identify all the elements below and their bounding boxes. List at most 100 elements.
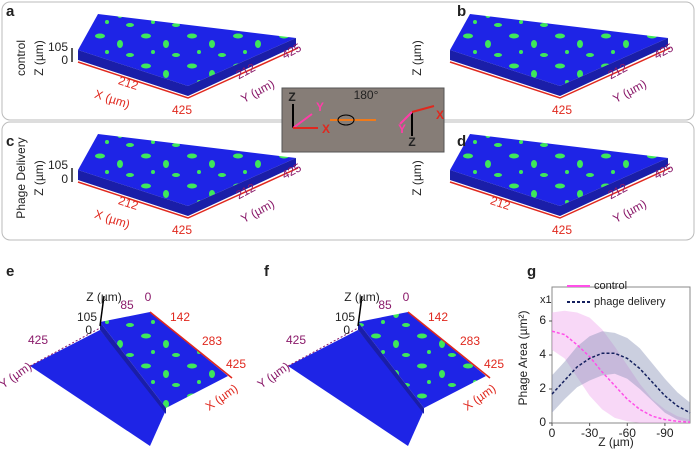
x-tick: 425	[226, 357, 246, 371]
volume-side	[450, 50, 560, 96]
panel-f: f Z (µm) 105 0 425 85 0 Y (µm) 142 283 4…	[255, 263, 504, 446]
x-tick: 283	[460, 334, 480, 348]
y-tick: 425	[28, 333, 48, 347]
rotation-inset: Z Y X 180° Y Z X	[281, 87, 445, 153]
y-tick-label: 0	[539, 415, 546, 429]
plot-area	[551, 286, 691, 424]
arrow	[292, 113, 313, 129]
z-axis-label: Z (µm)	[344, 290, 380, 304]
panel-label: d	[457, 133, 466, 150]
x-tick: 425	[552, 103, 572, 117]
panel-label: f	[264, 263, 270, 280]
volume-top	[78, 14, 296, 86]
axis-letter: Y	[316, 100, 324, 114]
y-axis-label: Y (µm)	[0, 359, 34, 391]
panel-label: g	[527, 263, 536, 280]
x-tick: 283	[202, 334, 222, 348]
y-tick-label: 2	[539, 381, 546, 395]
volume-top	[100, 312, 228, 408]
plane	[288, 330, 424, 446]
axis-letter: Z	[288, 90, 295, 104]
volume-side	[358, 322, 424, 414]
legend-label: phage delivery	[594, 296, 666, 308]
row-label: Phage Delivery	[14, 137, 28, 218]
volume-top	[450, 14, 668, 86]
plane	[30, 330, 166, 446]
x-tick: 142	[428, 310, 448, 324]
z-axis-label: Z (µm)	[32, 40, 46, 76]
line	[551, 330, 691, 423]
y-axis-title: Phage Area (µm²)	[516, 311, 530, 406]
z-tick: 0	[61, 53, 68, 67]
axis-letter: X	[322, 122, 330, 136]
y-axis-label: Y (µm)	[255, 359, 293, 391]
y-tick-label: 4	[539, 347, 546, 361]
axis-line	[449, 167, 671, 219]
z-axis-label: Z (µm)	[410, 160, 424, 196]
x-tick: 212	[117, 193, 141, 213]
y-tick: 85	[120, 298, 134, 312]
rotation-icon	[337, 114, 355, 126]
y-tick: 85	[378, 298, 392, 312]
axis-line	[29, 327, 101, 367]
rotation-label: 180°	[354, 88, 379, 102]
axis-letter: Z	[408, 135, 415, 149]
volume-side	[560, 38, 668, 96]
arrow	[399, 111, 413, 125]
panel-c: c Phage Delivery Z (µm) 105 0 212 425 X …	[6, 133, 304, 237]
volume-top	[450, 134, 668, 206]
panel-d: d Z (µm) 212 425 212 425 Y (µm)	[410, 133, 676, 237]
axis-line	[357, 295, 363, 327]
panel-label: a	[6, 3, 15, 20]
legend-label: control	[594, 280, 627, 292]
arrow	[411, 105, 435, 113]
z-tick: 105	[77, 310, 97, 324]
x-tick: 425	[172, 103, 192, 117]
x-tick-label: -30	[581, 426, 599, 440]
volume-top	[78, 134, 296, 206]
x-tick: 142	[170, 310, 190, 324]
z-tick: 105	[48, 158, 68, 172]
z-tick: 105	[48, 40, 68, 54]
axis-line	[77, 167, 299, 219]
confidence-band	[552, 310, 690, 423]
volume-side	[78, 170, 188, 216]
z-tick: 0	[85, 323, 92, 337]
volume-side	[188, 158, 296, 216]
panel-label: c	[6, 133, 14, 150]
panel-label: e	[6, 263, 14, 280]
z-tick: 0	[61, 172, 68, 186]
volume-side	[560, 158, 668, 216]
panel-b: b Z (µm) 425 212 425 Y (µm)	[410, 3, 676, 117]
axis-line	[287, 327, 359, 367]
z-tick: 0	[343, 323, 350, 337]
row-label: control	[14, 40, 28, 76]
axis-letter: X	[436, 108, 444, 122]
x-tick-label: 0	[549, 426, 556, 440]
y-tick: 0	[145, 290, 152, 304]
x-tick: 425	[484, 357, 504, 371]
x-tick: 425	[172, 223, 192, 237]
line	[551, 352, 691, 414]
axis-line	[77, 47, 299, 99]
axis-letter: Y	[398, 122, 406, 136]
x-axis-title: Z (µm)	[598, 435, 634, 449]
z-axis-label: Z (µm)	[86, 290, 122, 304]
volume-side	[100, 322, 166, 414]
x-tick-label: -90	[656, 426, 674, 440]
x-tick: 212	[117, 73, 141, 93]
y-tick: 425	[286, 333, 306, 347]
z-axis-label: Z (µm)	[410, 40, 424, 76]
x-tick: 212	[489, 193, 513, 213]
volume-side	[78, 50, 188, 96]
y-tick: 0	[403, 290, 410, 304]
axis-line	[99, 295, 105, 327]
panel-label: b	[457, 3, 466, 20]
panel-e: e Z (µm) 105 0 425 85 0 Y (µm) 142 283 4…	[0, 263, 246, 446]
axis-line	[449, 47, 671, 99]
x-tick: 425	[552, 223, 572, 237]
z-tick: 105	[335, 310, 355, 324]
axis-line	[407, 311, 491, 379]
volume-side	[450, 170, 560, 216]
